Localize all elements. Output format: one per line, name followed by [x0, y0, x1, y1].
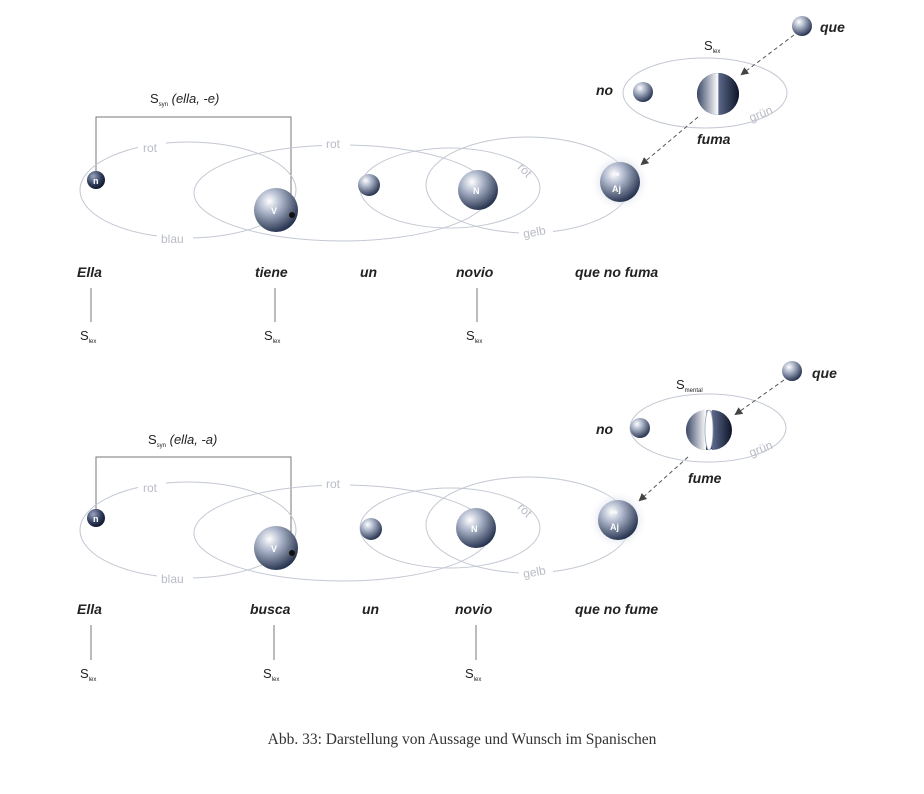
orbit-label-blau: blau — [161, 232, 184, 246]
sphere-un — [358, 174, 380, 196]
word-que: que — [812, 365, 837, 381]
sphere-que — [782, 361, 802, 381]
slex-verb: Slex — [263, 666, 279, 683]
sphere-v-dot — [289, 212, 295, 218]
sphere-que — [792, 16, 812, 36]
sphere-n-label: n — [93, 514, 99, 524]
arrow-fuma — [640, 116, 699, 166]
orbit-label-rot: rot — [143, 481, 158, 495]
top-label: Slex — [704, 38, 720, 55]
syn-label: Ssyn (ella, -a) — [148, 432, 217, 449]
word-un: un — [360, 264, 377, 280]
sphere-no — [630, 418, 650, 438]
sphere-v — [254, 526, 298, 570]
sphere-N-label: N — [471, 524, 478, 534]
word-ella: Ella — [77, 601, 102, 617]
word-verb: busca — [250, 601, 291, 617]
orbit-rot-large — [193, 484, 491, 582]
orbit-label-rot: rot — [326, 477, 341, 491]
syn-bracket — [95, 116, 292, 212]
word-verb: tiene — [255, 264, 288, 280]
word-no: no — [596, 82, 614, 98]
orbit-label-blau: blau — [161, 572, 184, 586]
word-un: un — [362, 601, 379, 617]
sphere-aj-label: Aj — [610, 522, 619, 532]
orbit-label-rot: rot — [515, 500, 535, 520]
orbit-label-rot: rot — [143, 141, 158, 155]
arrow-que — [734, 379, 785, 416]
slex-novio: Slex — [465, 666, 481, 683]
word-fume-float: fume — [688, 470, 722, 486]
sphere-n — [87, 171, 105, 189]
word-relative: que no fuma — [575, 264, 658, 280]
sphere-v — [254, 188, 298, 232]
word-que: que — [820, 19, 845, 35]
sphere-N-label: N — [473, 186, 480, 196]
sphere-fuma — [697, 73, 739, 115]
sphere-N — [458, 170, 498, 210]
sphere-v-label: V — [271, 206, 277, 216]
word-novio: novio — [455, 601, 493, 617]
sphere-no — [633, 82, 653, 102]
orbit-label-gruen: grün — [747, 103, 775, 125]
slex-ella: Slex — [80, 328, 96, 345]
word-relative: que no fume — [575, 601, 658, 617]
sphere-fume — [686, 409, 732, 451]
orbit-rot-large — [193, 144, 491, 242]
sphere-aj-star: * — [614, 509, 618, 519]
sphere-v-label: V — [271, 544, 277, 554]
sphere-n — [87, 509, 105, 527]
arrow-que — [740, 34, 795, 76]
slex-ella: Slex — [80, 666, 96, 683]
sphere-aj-label: Aj — [612, 184, 621, 194]
word-novio: novio — [456, 264, 494, 280]
sphere-aj-star: * — [616, 171, 620, 181]
sphere-v-dot — [289, 550, 295, 556]
orbit-novio — [359, 487, 541, 569]
orbit-label-gruen: grün — [747, 438, 775, 460]
diagram-assertion: Ssyn (ella, -e) rot rot rot blau gelb gr… — [77, 16, 845, 345]
orbit-label-rot: rot — [326, 137, 341, 151]
sphere-n-label: n — [93, 176, 99, 186]
diagram-wish: Ssyn (ella, -a) rot rot rot blau gelb gr… — [77, 361, 837, 683]
arrow-fume — [638, 456, 689, 502]
orbit-gruen — [622, 57, 788, 129]
word-fuma-float: fuma — [697, 131, 731, 147]
sphere-aj — [600, 162, 640, 202]
sphere-N — [456, 508, 496, 548]
slex-verb: Slex — [264, 328, 280, 345]
orbit-label-gelb: gelb — [522, 223, 547, 241]
syn-bracket — [95, 456, 292, 548]
figure-caption: Abb. 33: Darstellung von Aussage und Wun… — [268, 731, 657, 748]
top-label: Smental — [676, 377, 703, 394]
orbit-label-gelb: gelb — [522, 563, 547, 581]
sphere-un — [360, 518, 382, 540]
word-ella: Ella — [77, 264, 102, 280]
slex-novio: Slex — [466, 328, 482, 345]
sphere-aj — [598, 500, 638, 540]
syn-label: Ssyn (ella, -e) — [150, 91, 219, 108]
word-no: no — [596, 421, 614, 437]
orbit-label-rot: rot — [515, 160, 535, 180]
